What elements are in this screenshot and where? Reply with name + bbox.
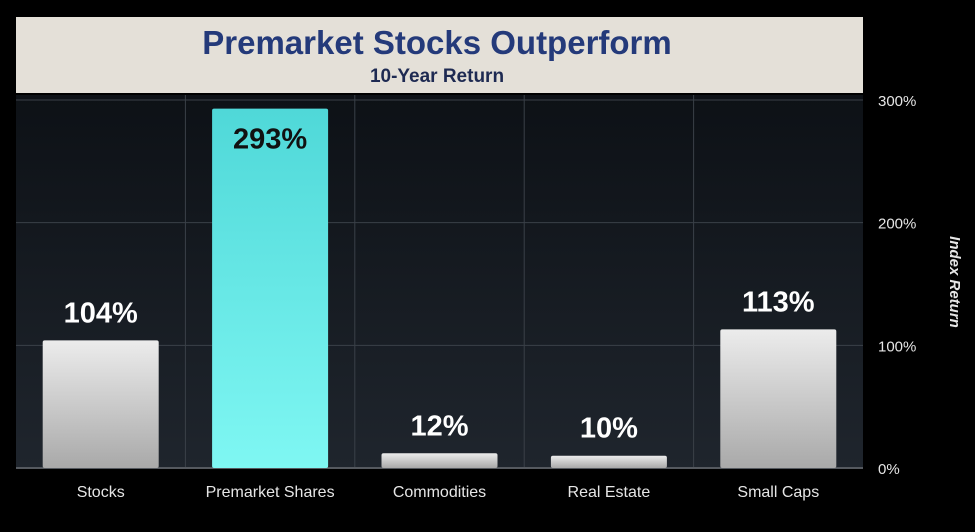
y-axis-ticks: 0% 100% 200% 300%	[878, 93, 916, 478]
data-label-4: 113%	[742, 286, 815, 318]
chart-subtitle: 10-Year Return	[370, 66, 504, 87]
data-label-0: 104%	[64, 297, 138, 329]
x-tick-label-3: Real Estate	[568, 484, 651, 501]
y-tick-label-0: 0%	[878, 461, 900, 478]
y-tick-label-2: 200%	[878, 216, 916, 233]
x-axis-labels: Stocks Premarket Shares Commodities Real Es…	[77, 484, 820, 501]
y-tick-label-1: 100%	[878, 338, 916, 355]
y-tick-label-3: 300%	[878, 93, 916, 110]
bar-3	[550, 455, 667, 468]
bar-2	[381, 453, 498, 468]
x-tick-label-0: Stocks	[77, 484, 125, 501]
bar-1	[212, 108, 329, 468]
data-label-2: 12%	[410, 410, 468, 442]
x-tick-label-2: Commodities	[393, 484, 486, 501]
bar-0	[42, 340, 159, 468]
data-label-3: 10%	[580, 413, 638, 445]
bar-4	[720, 329, 837, 468]
y-axis-label: Index Return	[946, 236, 963, 328]
chart-title: Premarket Stocks Outperform	[202, 24, 672, 61]
x-tick-label-4: Small Caps	[737, 484, 819, 501]
bars: 104% 293% 12% 10% 113%	[42, 108, 837, 468]
title-panel	[16, 17, 863, 93]
x-tick-label-1: Premarket Shares	[206, 484, 335, 501]
data-label-1: 293%	[233, 124, 307, 156]
